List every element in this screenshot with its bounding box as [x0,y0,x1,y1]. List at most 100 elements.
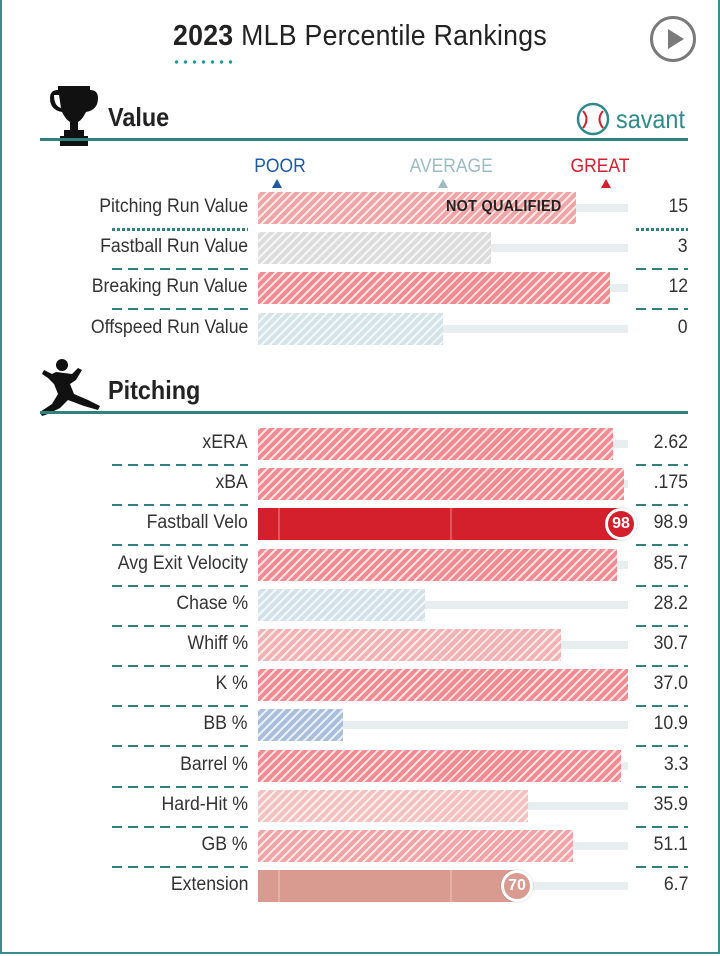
row-separator-right [636,825,688,828]
metric-row: Fastball Velo 98 98.9 [0,506,720,547]
metric-value: 51.1 [653,834,688,855]
row-separator-left [112,665,248,667]
metric-label[interactable]: Chase % [176,592,248,614]
percentile-bar [258,232,491,265]
percentile-bar [258,272,610,305]
metric-label[interactable]: Whiff % [187,633,248,654]
row-separator-left [112,464,248,466]
row-separator-right [636,228,688,231]
metric-value: 98.9 [653,512,688,534]
title-underline-dots [172,60,238,64]
metric-row: Chase % 28.2 [0,587,720,627]
row-separator-right [636,665,688,667]
percentile-bar [258,428,613,460]
metric-label[interactable]: Breaking Run Value [92,276,248,298]
metric-label[interactable]: Fastball Velo [146,512,248,534]
row-separator-right [636,866,688,868]
metric-label[interactable]: Barrel % [180,753,248,775]
metric-value: 85.7 [653,552,688,574]
percentile-badge: 70 [501,870,533,903]
pitching-section-rule [40,411,688,414]
metric-label[interactable]: GB % [201,834,248,855]
metric-value: 10.9 [653,713,688,735]
value-section-title: Value [108,102,170,132]
scale-marker-great [601,179,611,188]
percentile-bar [258,709,343,742]
metric-label[interactable]: Avg Exit Velocity [117,552,248,574]
percentile-track [258,324,628,333]
row-separator-left [112,228,248,231]
scale-marker-average [438,179,448,188]
metric-row: Fastball Run Value 3 [0,230,720,271]
pitcher-silhouette-icon [40,359,100,416]
title-text: MLB Percentile Rankings [241,20,548,52]
row-separator-left [112,544,248,547]
metric-row: Breaking Run Value 12 [0,270,720,311]
row-separator-left [112,268,248,271]
percentile-bar [258,830,573,862]
row-separator-left [112,705,248,708]
title-year: 2023 [172,20,234,52]
metric-row: xBA .175 [0,466,720,507]
percentile-bar [258,508,621,541]
percentile-badge: 98 [605,508,637,541]
trophy-icon [50,86,98,146]
metric-value: 15 [668,196,688,217]
metric-row: Pitching Run Value NOT QUALIFIED 15 [0,190,720,231]
row-separator-left [112,624,248,627]
metric-value: 30.7 [653,633,688,654]
scale-label-average: AVERAGE [409,156,493,177]
metric-label[interactable]: Fastball Run Value [100,236,248,258]
metric-label[interactable]: xERA [202,432,248,453]
metric-label[interactable]: Pitching Run Value [99,196,248,217]
metric-row: K % 37.0 [0,667,720,708]
play-button[interactable] [650,16,696,62]
metric-label[interactable]: xBA [215,472,248,494]
metric-row: GB % 51.1 [0,828,720,868]
savant-brand-text: savant [616,103,685,134]
metric-label[interactable]: Offspeed Run Value [90,316,248,338]
percentile-bar [258,870,517,903]
row-separator-right [636,624,688,627]
scale-label-great: GREAT [570,156,630,177]
scale-marker-poor [272,179,282,188]
row-separator-left [112,825,248,828]
row-separator-right [636,785,688,788]
row-separator-left [112,866,248,868]
bar-tick [450,870,452,903]
row-separator-right [636,705,688,708]
metric-row: xERA 2.62 [0,426,720,466]
metric-value: 6.7 [663,874,688,896]
value-section-rule [40,138,688,141]
page-title: 2023 MLB Percentile Rankings [29,20,691,53]
scale-label-poor: POOR [254,156,306,177]
metric-row: Offspeed Run Value 0 [0,311,720,351]
metric-row: Hard-Hit % 35.9 [0,788,720,828]
metric-value: 3.3 [663,753,688,775]
metric-label[interactable]: Hard-Hit % [161,793,248,815]
metric-row: BB % 10.9 [0,707,720,748]
baseball-icon [576,102,610,136]
row-separator-right [636,464,688,466]
metric-label[interactable]: K % [215,673,248,695]
percentile-bar [258,312,443,345]
percentile-bar [258,629,561,661]
savant-brand-link[interactable]: savant [576,101,693,137]
row-separator-right [636,308,688,311]
row-separator-left [112,584,248,587]
row-separator-right [636,504,688,507]
metric-value: 2.62 [653,432,688,453]
row-separator-right [636,544,688,547]
percentile-bar [258,588,425,621]
row-separator-left [112,745,248,748]
bar-tick [278,508,280,541]
play-circle-icon [668,29,684,49]
metric-label[interactable]: BB % [203,713,248,735]
row-separator-right [636,584,688,587]
metric-value: 35.9 [653,793,688,815]
metric-label[interactable]: Extension [170,874,248,896]
bar-tick [450,508,452,541]
percentile-track [258,600,628,609]
percentile-bar [258,192,576,224]
